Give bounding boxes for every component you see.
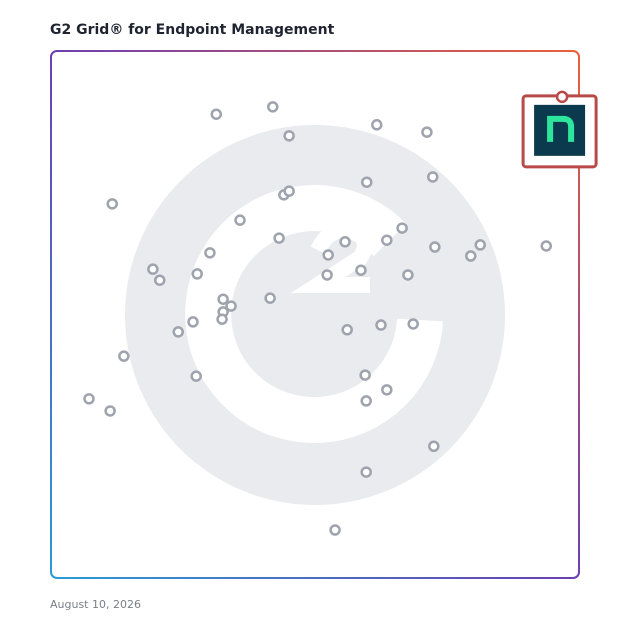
point [322, 249, 334, 261]
watermark-2 [290, 221, 373, 293]
point [465, 250, 477, 262]
point [234, 214, 246, 226]
point [273, 232, 285, 244]
point [329, 524, 341, 536]
point [118, 350, 130, 362]
point [225, 300, 237, 312]
point [204, 247, 216, 259]
point [359, 369, 371, 381]
point [396, 222, 408, 234]
point [402, 269, 414, 281]
point [172, 326, 184, 338]
point [355, 264, 367, 276]
point [381, 234, 393, 246]
point [210, 108, 223, 120]
point [426, 171, 439, 183]
point [375, 319, 387, 331]
point [147, 263, 159, 275]
point [429, 241, 441, 253]
point [191, 268, 204, 280]
point [106, 198, 118, 210]
point [360, 466, 372, 478]
point [360, 395, 372, 407]
point [428, 440, 440, 452]
date: August 10, 2026 [50, 598, 141, 611]
point [321, 269, 333, 281]
point [190, 370, 202, 382]
point [381, 384, 393, 396]
point [540, 240, 553, 252]
point [371, 119, 383, 131]
logo-n [547, 115, 575, 142]
highlight-point [555, 90, 569, 104]
point [360, 176, 373, 188]
logo [534, 104, 586, 156]
point [83, 393, 95, 405]
point [187, 316, 199, 328]
point [407, 318, 419, 330]
point [339, 236, 351, 248]
point [104, 405, 116, 417]
chart-title: G2 Grid® for Endpoint Management [50, 22, 335, 38]
point [283, 130, 295, 142]
point [267, 101, 279, 113]
watermark-g [185, 185, 443, 444]
point [216, 313, 228, 325]
point [217, 293, 229, 305]
point [421, 126, 433, 138]
point [341, 324, 353, 336]
point [474, 239, 487, 251]
point [154, 274, 166, 286]
point [283, 185, 295, 197]
point [264, 292, 276, 304]
highlight [521, 90, 598, 169]
